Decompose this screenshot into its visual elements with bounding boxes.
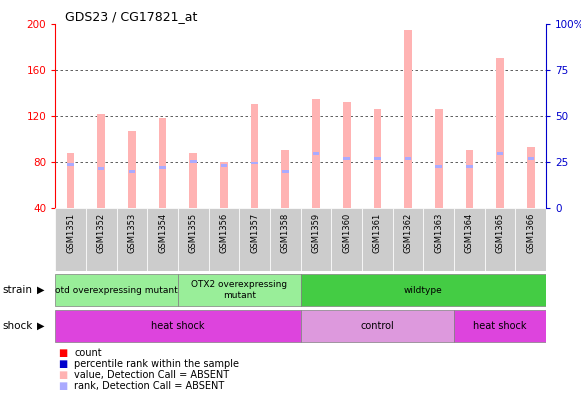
Bar (405, 157, 411, 160)
Text: percentile rank within the sample: percentile rank within the sample (74, 359, 239, 369)
Bar (393, 208, 424, 271)
Bar (374, 157, 381, 160)
Bar (270, 208, 301, 271)
Text: ■: ■ (58, 370, 67, 381)
Bar (159, 118, 166, 208)
Text: GSM1358: GSM1358 (281, 213, 290, 253)
Bar (496, 58, 504, 208)
Bar (239, 208, 270, 271)
Text: rank, Detection Call = ABSENT: rank, Detection Call = ABSENT (74, 381, 225, 392)
Text: GSM1355: GSM1355 (189, 213, 198, 253)
Text: GSM1362: GSM1362 (404, 213, 413, 253)
Bar (424, 208, 454, 271)
Bar (465, 150, 474, 208)
Bar (301, 274, 546, 306)
Text: GSM1356: GSM1356 (220, 213, 228, 253)
Bar (189, 152, 197, 208)
Bar (435, 109, 443, 208)
Bar (466, 165, 473, 168)
Bar (528, 157, 534, 160)
Text: otd overexpressing mutant: otd overexpressing mutant (55, 286, 178, 295)
Text: ▶: ▶ (37, 321, 44, 331)
Bar (362, 208, 393, 271)
Text: OTX2 overexpressing
mutant: OTX2 overexpressing mutant (191, 280, 288, 300)
Text: GDS23 / CG17821_at: GDS23 / CG17821_at (65, 10, 198, 23)
Bar (190, 160, 196, 163)
Bar (454, 310, 546, 342)
Bar (98, 168, 105, 170)
Bar (515, 208, 546, 271)
Bar (128, 169, 135, 173)
Bar (343, 157, 350, 160)
Bar (86, 208, 117, 271)
Bar (343, 102, 350, 208)
Text: heat shock: heat shock (474, 321, 527, 331)
Bar (301, 310, 454, 342)
Bar (436, 165, 442, 168)
Text: wildtype: wildtype (404, 286, 443, 295)
Text: GSM1365: GSM1365 (496, 213, 505, 253)
Bar (178, 208, 209, 271)
Bar (67, 163, 74, 166)
Text: GSM1363: GSM1363 (434, 213, 443, 253)
Bar (209, 208, 239, 271)
Bar (251, 104, 259, 208)
Text: control: control (360, 321, 394, 331)
Bar (220, 162, 228, 208)
Text: strain: strain (3, 285, 33, 295)
Text: GSM1364: GSM1364 (465, 213, 474, 253)
Bar (454, 208, 485, 271)
Text: GSM1366: GSM1366 (526, 213, 535, 253)
Bar (221, 164, 227, 167)
Text: GSM1361: GSM1361 (373, 213, 382, 253)
Text: value, Detection Call = ABSENT: value, Detection Call = ABSENT (74, 370, 229, 381)
Bar (55, 274, 178, 306)
Text: GSM1360: GSM1360 (342, 213, 351, 253)
Bar (485, 208, 515, 271)
Bar (98, 114, 105, 208)
Text: GSM1357: GSM1357 (250, 213, 259, 253)
Text: GSM1353: GSM1353 (127, 213, 137, 253)
Bar (252, 162, 258, 164)
Bar (312, 99, 320, 208)
Bar (404, 30, 412, 208)
Bar (374, 109, 381, 208)
Text: GSM1351: GSM1351 (66, 213, 75, 253)
Bar (117, 208, 147, 271)
Bar (282, 169, 289, 173)
Bar (67, 152, 74, 208)
Text: ■: ■ (58, 348, 67, 358)
Bar (147, 208, 178, 271)
Text: GSM1359: GSM1359 (311, 213, 321, 253)
Text: ■: ■ (58, 381, 67, 392)
Text: GSM1354: GSM1354 (158, 213, 167, 253)
Bar (55, 310, 301, 342)
Bar (159, 166, 166, 169)
Bar (331, 208, 362, 271)
Text: count: count (74, 348, 102, 358)
Bar (178, 274, 301, 306)
Text: shock: shock (3, 321, 33, 331)
Text: GSM1352: GSM1352 (96, 213, 106, 253)
Bar (55, 208, 86, 271)
Bar (497, 152, 503, 155)
Bar (313, 152, 320, 155)
Text: ▶: ▶ (37, 285, 44, 295)
Bar (281, 150, 289, 208)
Text: heat shock: heat shock (151, 321, 205, 331)
Bar (527, 147, 535, 208)
Text: ■: ■ (58, 359, 67, 369)
Bar (128, 131, 136, 208)
Bar (301, 208, 331, 271)
